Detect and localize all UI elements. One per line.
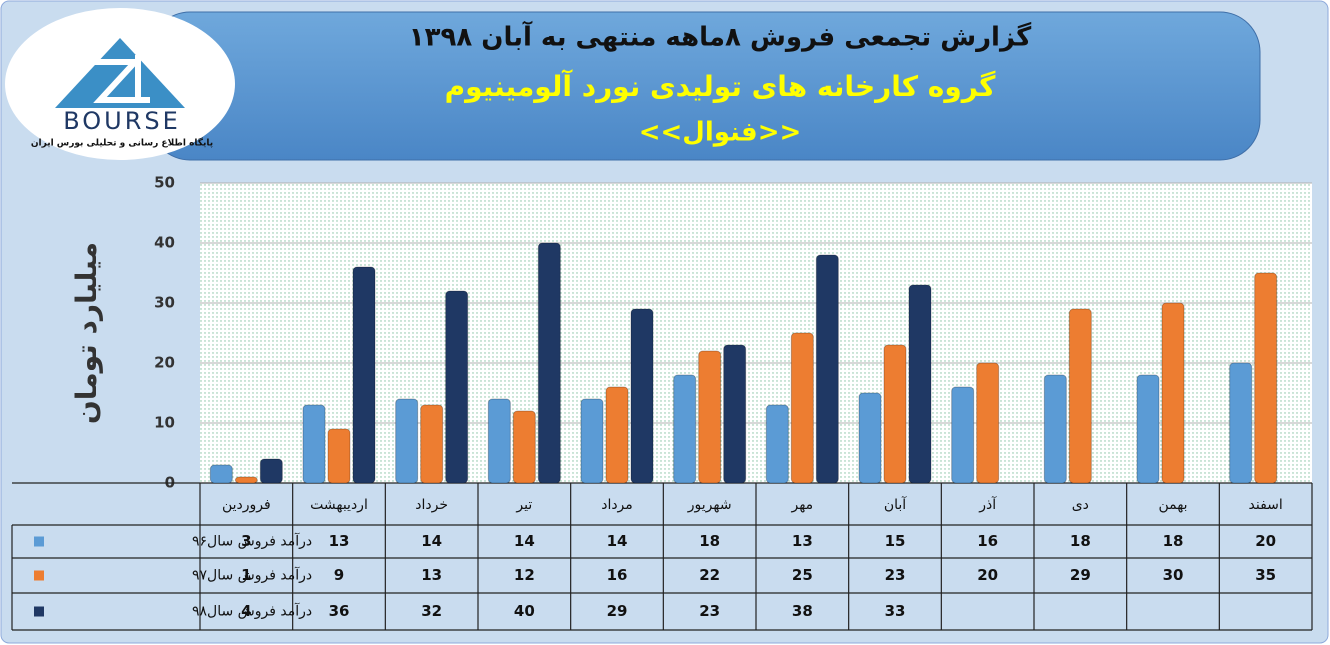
table-cell: 33 bbox=[885, 602, 906, 620]
x-tick-label: آبان bbox=[884, 496, 907, 513]
bar bbox=[765, 404, 789, 484]
y-tick-label: 40 bbox=[154, 234, 175, 252]
y-tick-label: 30 bbox=[154, 294, 175, 312]
table-cell: 13 bbox=[421, 566, 442, 584]
table-cell: 4 bbox=[241, 602, 251, 620]
x-tick-label: دی bbox=[1072, 497, 1089, 513]
bar bbox=[487, 398, 511, 484]
bar bbox=[951, 386, 975, 484]
table-cell: 14 bbox=[514, 532, 535, 550]
table-cell: 23 bbox=[699, 602, 720, 620]
table-cell: 14 bbox=[421, 532, 442, 550]
table-cell: 15 bbox=[885, 532, 906, 550]
bar bbox=[234, 476, 258, 484]
legend-label: درآمد فروش سال۹۸ bbox=[192, 603, 312, 620]
table-cell: 38 bbox=[792, 602, 813, 620]
bar bbox=[605, 386, 629, 484]
bar bbox=[1136, 374, 1160, 484]
y-axis-label: میلیارد تومان bbox=[70, 242, 103, 424]
bar bbox=[420, 404, 444, 484]
bar bbox=[908, 284, 932, 484]
x-tick-label: مرداد bbox=[601, 497, 633, 513]
table-cell: 16 bbox=[607, 566, 628, 584]
x-tick-label: بهمن bbox=[1158, 497, 1187, 513]
table-cell: 14 bbox=[607, 532, 628, 550]
table-cell: 22 bbox=[699, 566, 720, 584]
table-cell: 18 bbox=[1163, 532, 1184, 550]
table-cell: 23 bbox=[885, 566, 906, 584]
bar bbox=[630, 308, 654, 484]
y-tick-label: 50 bbox=[154, 174, 175, 192]
chart-subtitle: گروه کارخانه های تولیدی نورد آلومینیوم bbox=[445, 69, 997, 103]
plot-area bbox=[200, 183, 1312, 483]
x-tick-label: خرداد bbox=[415, 497, 448, 513]
table-cell: 13 bbox=[792, 532, 813, 550]
bar bbox=[302, 404, 326, 484]
bar bbox=[883, 344, 907, 484]
bar bbox=[1043, 374, 1067, 484]
bar bbox=[580, 398, 604, 484]
legend-swatch bbox=[34, 570, 44, 581]
company-name: <<فنوال>> bbox=[639, 118, 802, 148]
bar bbox=[815, 254, 839, 484]
table-cell: 9 bbox=[334, 566, 344, 584]
bar bbox=[698, 350, 722, 484]
bar bbox=[1161, 302, 1185, 484]
table-cell: 16 bbox=[977, 532, 998, 550]
logo-shape bbox=[55, 38, 185, 108]
table-cell: 32 bbox=[421, 602, 442, 620]
x-tick-label: مهر bbox=[790, 497, 813, 513]
table-cell: 30 bbox=[1163, 566, 1184, 584]
table-cell: 13 bbox=[329, 532, 350, 550]
bar bbox=[1229, 362, 1253, 484]
bar bbox=[976, 362, 1000, 484]
legend-swatch bbox=[34, 536, 44, 547]
x-tick-label: اسفند bbox=[1249, 497, 1283, 513]
x-tick-label: شهریور bbox=[687, 497, 732, 513]
table-cell: 12 bbox=[514, 566, 535, 584]
chart-title: گزارش تجمعی فروش ۸ماهه منتهی به آبان ۱۳۹… bbox=[409, 21, 1032, 53]
y-tick-label: 20 bbox=[154, 354, 175, 372]
x-tick-label: آذر bbox=[978, 496, 997, 513]
logo-shape bbox=[93, 55, 150, 103]
table-cell: 18 bbox=[699, 532, 720, 550]
table-cell: 35 bbox=[1255, 566, 1276, 584]
table-cell: 1 bbox=[241, 566, 251, 584]
bar bbox=[395, 398, 419, 484]
table-cell: 20 bbox=[1255, 532, 1276, 550]
table-cell: 29 bbox=[607, 602, 628, 620]
legend-label: درآمد فروش سال۹۷ bbox=[192, 567, 312, 584]
legend-swatch bbox=[34, 606, 44, 617]
table-cell: 40 bbox=[514, 602, 535, 620]
bar bbox=[352, 266, 376, 484]
table-cell: 36 bbox=[329, 602, 350, 620]
bar bbox=[673, 374, 697, 484]
bar bbox=[209, 464, 233, 484]
table-cell: 29 bbox=[1070, 566, 1091, 584]
bar bbox=[723, 344, 747, 484]
bar bbox=[512, 410, 536, 484]
legend-label: درآمد فروش سال۹۶ bbox=[192, 533, 312, 550]
bar bbox=[445, 290, 469, 484]
x-tick-label: تیر bbox=[515, 497, 532, 513]
bar bbox=[537, 242, 561, 484]
logo-name: BOURSE bbox=[63, 107, 181, 135]
table-cell: 18 bbox=[1070, 532, 1091, 550]
y-tick-label: 10 bbox=[154, 414, 175, 432]
x-tick-label: فروردین bbox=[222, 497, 271, 513]
bar bbox=[1254, 272, 1278, 484]
bar bbox=[858, 392, 882, 484]
x-tick-label: اردیبهشت bbox=[310, 497, 368, 513]
table-cell: 25 bbox=[792, 566, 813, 584]
bar bbox=[327, 428, 351, 484]
table-cell: 20 bbox=[977, 566, 998, 584]
table-cell: 3 bbox=[241, 532, 251, 550]
bar bbox=[790, 332, 814, 484]
logo-tagline: پایگاه اطلاع رسانی و تحلیلی بورس ایران bbox=[31, 137, 213, 149]
bar bbox=[1068, 308, 1092, 484]
bar bbox=[259, 458, 283, 484]
